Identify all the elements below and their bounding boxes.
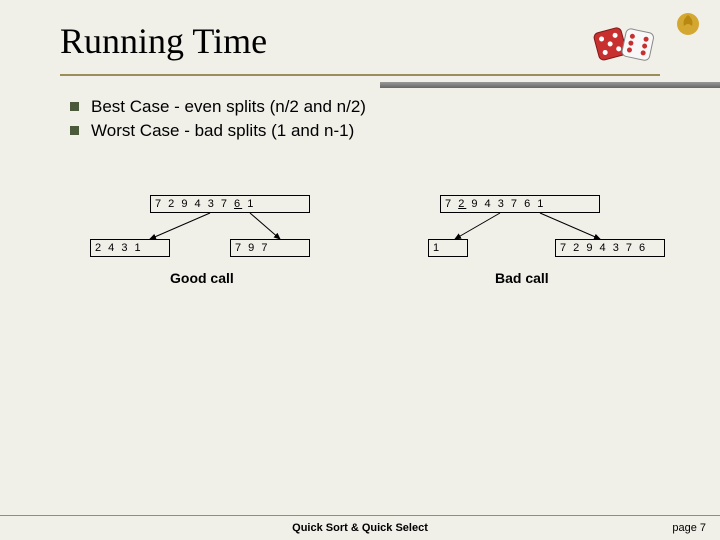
bullet-list: Best Case - even splits (n/2 and n/2) Wo…	[70, 97, 720, 141]
accent-bar	[380, 82, 720, 88]
good-call-label: Good call	[170, 270, 234, 286]
bad-call-label: Bad call	[495, 270, 549, 286]
corner-logo-icon	[674, 10, 702, 38]
footer-rule	[0, 515, 720, 516]
page-number: page 7	[672, 522, 706, 534]
bullet-text: Best Case - even splits (n/2 and n/2)	[91, 97, 366, 117]
dice-icon	[585, 20, 665, 80]
title-underline	[60, 74, 660, 76]
bullet-text: Worst Case - bad splits (1 and n-1)	[91, 121, 354, 141]
bullet-marker-icon	[70, 102, 79, 111]
split-diagram: 7 2 9 4 3 7 6 1 2 4 3 1 7 9 7 7 2 9 4 3 …	[0, 195, 720, 315]
footer-title: Quick Sort & Quick Select	[0, 522, 720, 534]
bullet-item: Best Case - even splits (n/2 and n/2)	[70, 97, 720, 117]
bullet-item: Worst Case - bad splits (1 and n-1)	[70, 121, 720, 141]
arrows	[0, 195, 720, 315]
bullet-marker-icon	[70, 126, 79, 135]
